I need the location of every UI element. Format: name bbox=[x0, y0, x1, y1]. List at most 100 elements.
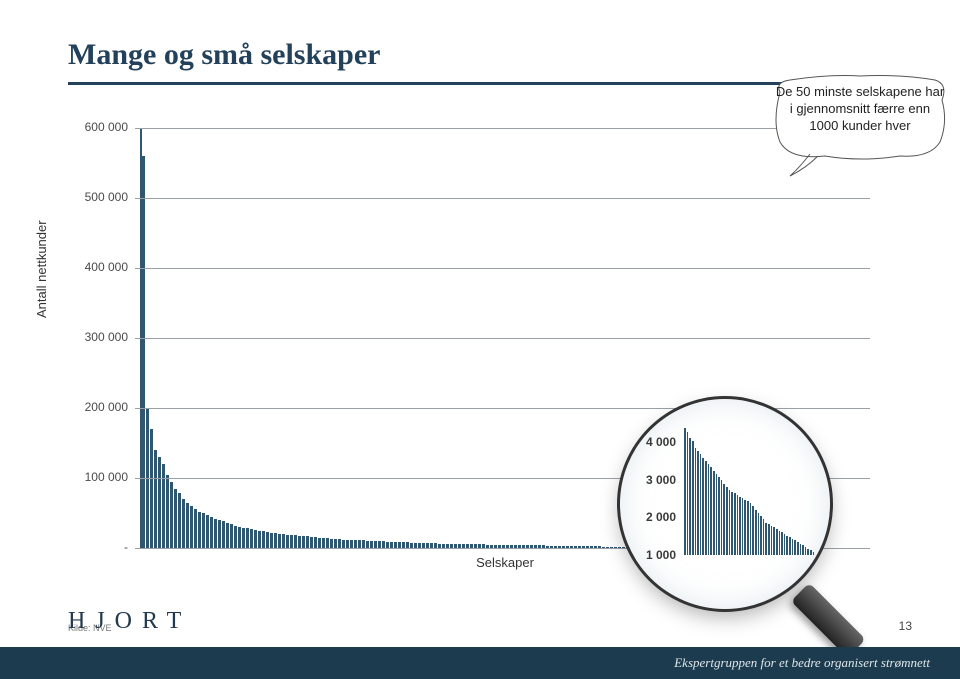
y-tick-label: 500 000 bbox=[66, 190, 128, 204]
bar bbox=[242, 528, 245, 548]
bar bbox=[210, 517, 213, 548]
bar bbox=[294, 535, 297, 548]
gridline bbox=[135, 128, 870, 129]
bar bbox=[190, 506, 193, 548]
inset-y-tick-label: 2 000 bbox=[646, 510, 676, 524]
inset-bar bbox=[723, 484, 725, 556]
gridline bbox=[135, 198, 870, 199]
bar bbox=[238, 527, 241, 548]
inset-bar bbox=[710, 467, 712, 555]
bar bbox=[366, 541, 369, 548]
inset-bar bbox=[813, 552, 815, 555]
inset-bar bbox=[763, 519, 765, 555]
annotation-callout: De 50 minste selskapene har i gjennomsni… bbox=[770, 78, 950, 141]
inset-bar bbox=[768, 524, 770, 555]
magnifier-inset: 01 0002 0003 0004 000 bbox=[620, 399, 880, 659]
bar bbox=[342, 540, 345, 548]
inset-bar bbox=[702, 458, 704, 556]
inset-bar bbox=[810, 550, 812, 555]
bar bbox=[306, 536, 309, 548]
bar bbox=[370, 541, 373, 548]
inset-bar bbox=[731, 492, 733, 555]
inset-bar bbox=[687, 432, 689, 556]
inset-bar bbox=[729, 490, 731, 555]
inset-bar bbox=[807, 549, 809, 556]
bar bbox=[222, 521, 225, 548]
bar bbox=[186, 503, 189, 548]
bar bbox=[254, 530, 257, 548]
gridline bbox=[135, 338, 870, 339]
bar bbox=[262, 531, 265, 548]
bar bbox=[182, 499, 185, 548]
inset-bar bbox=[752, 506, 754, 555]
inset-bar-series bbox=[684, 439, 814, 555]
inset-bar bbox=[792, 539, 794, 555]
bar bbox=[318, 538, 321, 549]
inset-bar bbox=[713, 471, 715, 556]
inset-bar bbox=[765, 523, 767, 556]
bar bbox=[166, 475, 169, 549]
inset-y-tick-label: 3 000 bbox=[646, 473, 676, 487]
bar bbox=[214, 519, 217, 548]
inset-bar bbox=[784, 534, 786, 555]
bar bbox=[382, 541, 385, 548]
inset-bar bbox=[779, 531, 781, 555]
bar bbox=[202, 513, 205, 548]
bar bbox=[274, 533, 277, 548]
inset-bar bbox=[700, 454, 702, 555]
bar bbox=[194, 509, 197, 548]
inset-bar bbox=[760, 516, 762, 555]
inset-bar bbox=[737, 495, 739, 555]
inset-bar bbox=[776, 529, 778, 555]
inset-bar bbox=[739, 497, 741, 556]
bar bbox=[354, 540, 357, 548]
inset-bar bbox=[789, 537, 791, 555]
inset-bar bbox=[758, 513, 760, 555]
bar bbox=[326, 538, 329, 548]
inset-y-tick-label: 0 bbox=[646, 585, 653, 599]
bar bbox=[374, 541, 377, 548]
bar bbox=[218, 520, 221, 548]
bar bbox=[226, 523, 229, 548]
bar bbox=[358, 540, 361, 548]
bar bbox=[298, 536, 301, 548]
bar bbox=[266, 532, 269, 548]
bar bbox=[270, 533, 273, 548]
inset-bar bbox=[786, 536, 788, 556]
bar bbox=[142, 156, 145, 548]
inset-bar bbox=[708, 464, 710, 555]
inset-bar bbox=[773, 527, 775, 555]
inset-bar bbox=[692, 441, 694, 555]
bar bbox=[170, 482, 173, 549]
bar bbox=[314, 537, 317, 548]
bar bbox=[330, 539, 333, 548]
footer-bar: Ekspertgruppen for et bedre organisert s… bbox=[0, 647, 960, 679]
inset-y-tick-label: 4 000 bbox=[646, 435, 676, 449]
bar bbox=[198, 512, 201, 548]
inset-bar bbox=[716, 474, 718, 555]
magnifier-lens: 01 0002 0003 0004 000 bbox=[620, 399, 830, 609]
bar bbox=[234, 526, 237, 548]
y-tick-label: 600 000 bbox=[66, 120, 128, 134]
inset-bar bbox=[805, 547, 807, 555]
bar bbox=[350, 540, 353, 548]
inset-bar bbox=[684, 428, 686, 555]
inset-bar bbox=[726, 487, 728, 555]
bar bbox=[154, 450, 157, 548]
y-tick-label: 300 000 bbox=[66, 330, 128, 344]
bar bbox=[302, 536, 305, 548]
x-axis-label: Selskaper bbox=[476, 555, 534, 570]
bar bbox=[162, 464, 165, 548]
y-tick-label: 400 000 bbox=[66, 260, 128, 274]
inset-bar bbox=[781, 532, 783, 555]
inset-bar bbox=[797, 542, 799, 555]
inset-bar bbox=[718, 477, 720, 555]
y-tick-label: 100 000 bbox=[66, 470, 128, 484]
bar bbox=[378, 541, 381, 548]
inset-bar bbox=[755, 510, 757, 556]
inset-bar bbox=[744, 500, 746, 555]
bar bbox=[334, 539, 337, 548]
inset-bar bbox=[689, 438, 691, 555]
bar bbox=[178, 493, 181, 548]
bar bbox=[282, 534, 285, 548]
